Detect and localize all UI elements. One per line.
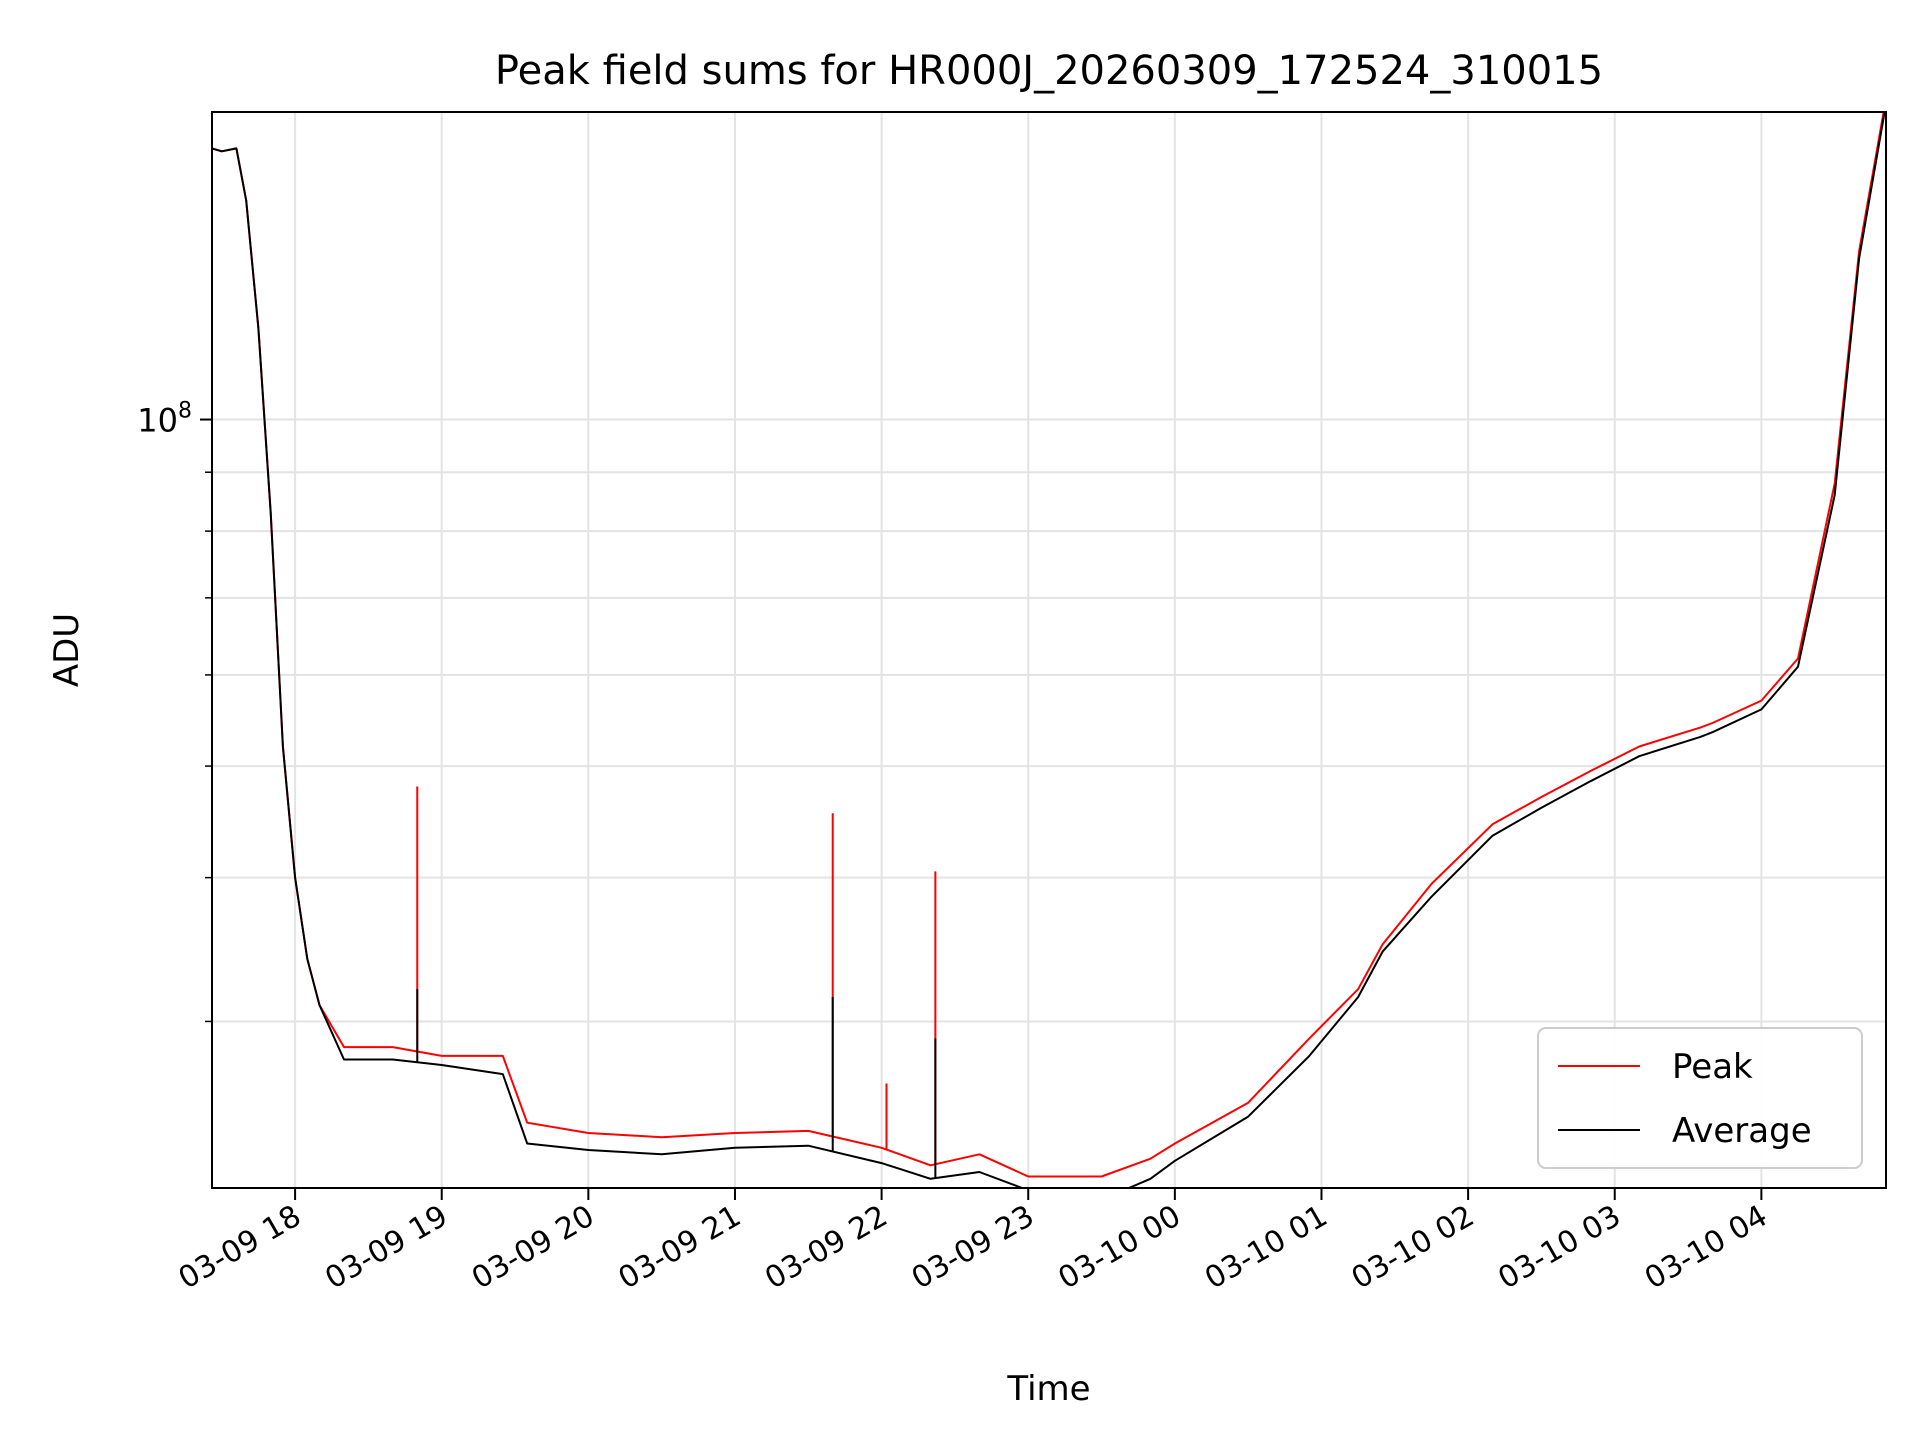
legend-peak-label: Peak bbox=[1672, 1047, 1753, 1087]
legend: Peak Average bbox=[1537, 1027, 1863, 1169]
plot-frame bbox=[211, 111, 1887, 1189]
legend-box bbox=[1537, 1027, 1863, 1169]
grid-lines bbox=[212, 112, 1886, 1188]
legend-average-label: Average bbox=[1672, 1111, 1812, 1151]
series-layer bbox=[212, 112, 1886, 1188]
chart-title: Peak field sums for HR000J_20260309_1725… bbox=[495, 48, 1603, 94]
y-axis-label: ADU bbox=[47, 613, 87, 687]
x-axis-label: Time bbox=[1006, 1369, 1090, 1409]
y-axis: 108 bbox=[137, 399, 212, 1023]
series-average bbox=[212, 112, 1886, 1188]
average-line bbox=[212, 112, 1886, 1188]
y-tick-label: 108 bbox=[137, 399, 192, 440]
